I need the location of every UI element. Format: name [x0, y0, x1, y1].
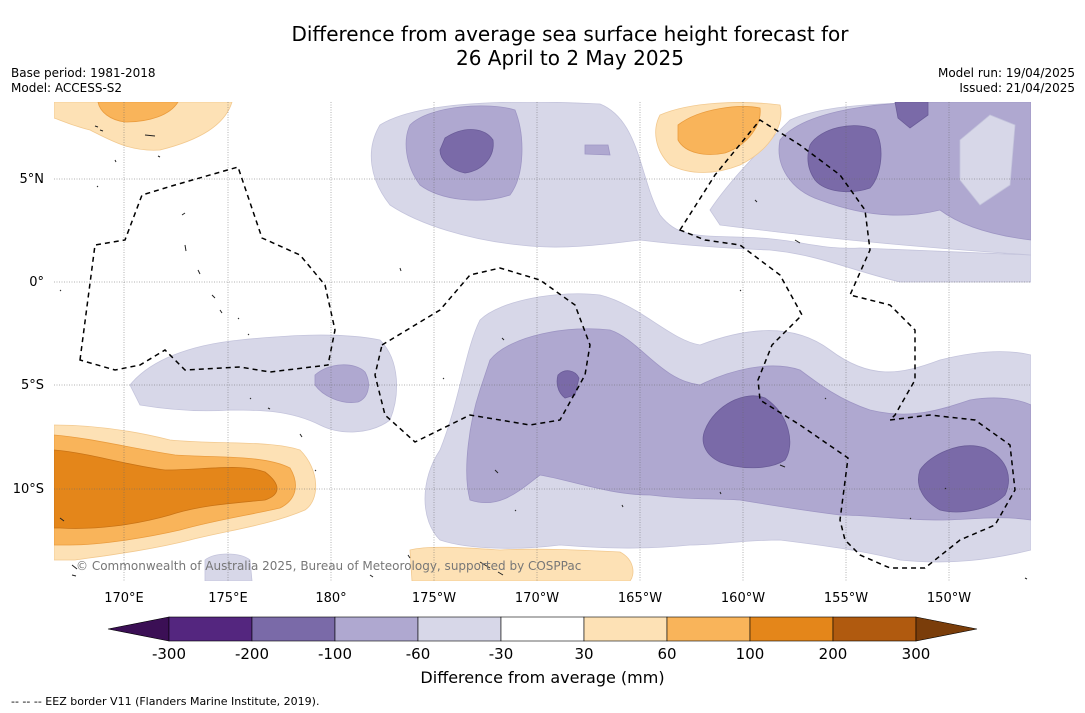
colorbar-tick-label: -200: [235, 645, 269, 663]
colorbar-tick-label: 300: [902, 645, 931, 663]
y-tick-labels: 5°N 0° 5°S 10°S: [13, 172, 44, 497]
eez-border: [79, 119, 1016, 569]
colorbar-extend-low: [107, 616, 170, 642]
colorbar-segment: [500, 616, 585, 642]
y-tick-label: 5°S: [21, 378, 44, 393]
colorbar-segment: [749, 616, 834, 642]
y-tick-label: 10°S: [13, 482, 44, 497]
colorbar-tick-label: 100: [736, 645, 765, 663]
colorbar-segment: [666, 616, 751, 642]
x-tick-label: 165°W: [618, 591, 662, 606]
x-tick-label: 160°W: [721, 591, 765, 606]
title-line-1: Difference from average sea surface heig…: [291, 22, 849, 46]
map-panel: [54, 102, 1031, 581]
colorbar-tick-label: -300: [152, 645, 186, 663]
colorbar-tick-label: 60: [657, 645, 676, 663]
issued-date: Issued: 21/04/2025: [959, 81, 1075, 95]
map-title: Difference from average sea surface heig…: [0, 22, 1085, 70]
x-tick-label: 175°E: [208, 591, 248, 606]
colorbar-tick-label: -30: [489, 645, 514, 663]
x-tick-label: 150°W: [927, 591, 971, 606]
meta-right: Model run: 19/04/2025 Issued: 21/04/2025: [938, 66, 1075, 96]
base-period: Base period: 1981-2018: [11, 66, 156, 80]
y-tick-label: 0°: [29, 275, 44, 290]
x-tick-label: 175°W: [412, 591, 456, 606]
colorbar-segment: [251, 616, 336, 642]
colorbar-segment: [168, 616, 253, 642]
model-name: Model: ACCESS-S2: [11, 81, 123, 95]
copyright-text: © Commonwealth of Australia 2025, Bureau…: [76, 559, 581, 573]
colorbar-tick-label: 30: [574, 645, 593, 663]
title-line-2: 26 April to 2 May 2025: [456, 46, 684, 70]
x-tick-label: 180°: [315, 591, 346, 606]
colorbar-tick-label: 200: [819, 645, 848, 663]
colorbar-segment: [583, 616, 668, 642]
meta-left: Base period: 1981-2018 Model: ACCESS-S2: [11, 66, 156, 96]
x-tick-label: 155°W: [824, 591, 868, 606]
contour-pos-100: [54, 449, 278, 529]
island-outlines: [59, 125, 1028, 580]
contour-neg-100: [439, 102, 1009, 513]
colorbar-extend-high: [915, 616, 978, 642]
colorbar-label: Difference from average (mm): [420, 668, 665, 687]
x-tick-label: 170°E: [104, 591, 144, 606]
x-tick-labels: 170°E 175°E 180° 175°W 170°W 165°W 160°W 155°W 1…: [104, 591, 971, 606]
colorbar-tick-label: -60: [406, 645, 431, 663]
x-tick-label: 170°W: [515, 591, 559, 606]
y-tick-label: 5°N: [20, 172, 45, 187]
eez-footnote: -- -- -- EEZ border V11 (Flanders Marine…: [11, 695, 320, 708]
model-run: Model run: 19/04/2025: [937, 66, 1075, 80]
colorbar-segment: [334, 616, 419, 642]
colorbar-tick-label: -100: [318, 645, 352, 663]
colorbar-segment: [417, 616, 502, 642]
colorbar-segment: [832, 616, 917, 642]
colorbar: -300 -200 -100 -60 -30 30 60 100 200 300: [107, 616, 978, 663]
